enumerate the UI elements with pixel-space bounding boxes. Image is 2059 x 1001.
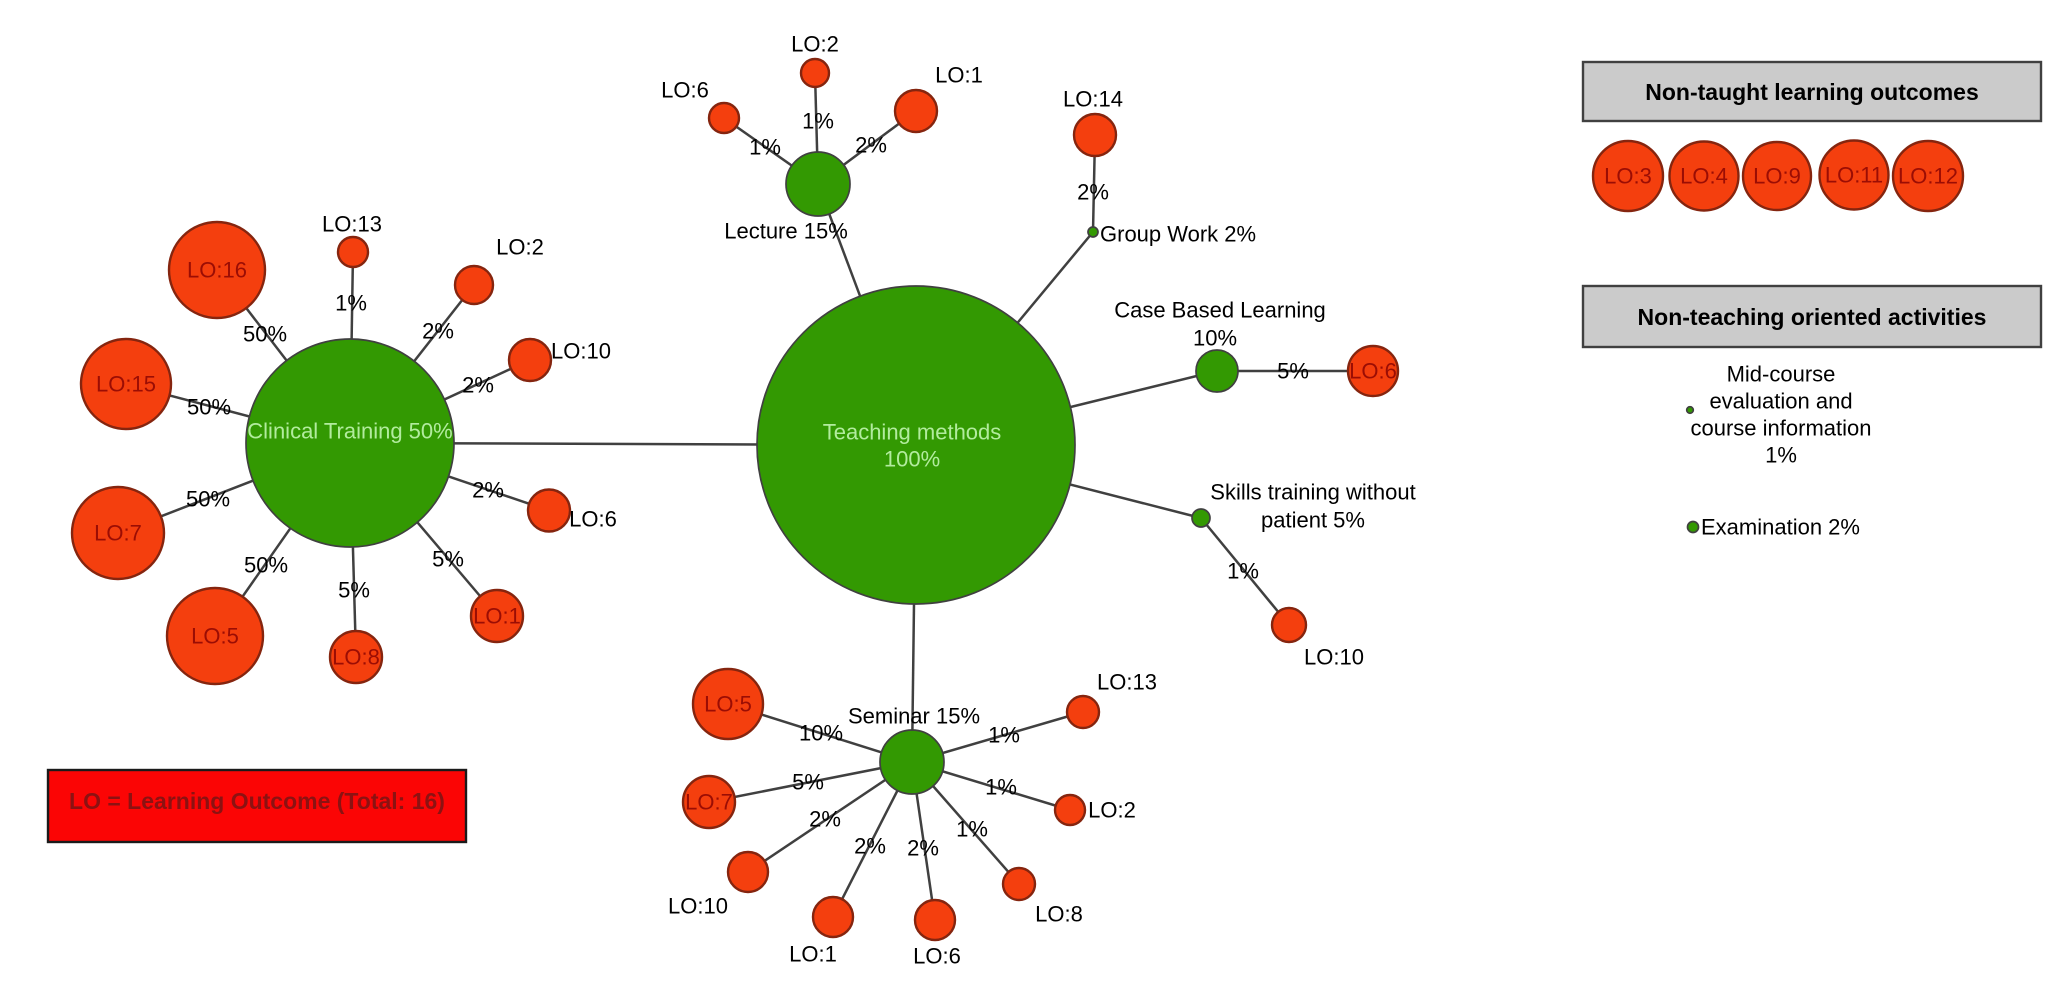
svg-text:LO:7: LO:7 [94,521,142,546]
svg-text:LO:10: LO:10 [1304,645,1364,670]
svg-text:LO:8: LO:8 [1035,902,1083,927]
svg-text:LO:6: LO:6 [661,78,709,103]
svg-text:50%: 50% [186,487,230,512]
svg-text:Lecture 15%: Lecture 15% [724,219,848,244]
svg-text:1%: 1% [335,291,367,316]
svg-text:LO:15: LO:15 [96,372,156,397]
svg-text:LO:7: LO:7 [685,790,733,815]
svg-text:5%: 5% [338,578,370,603]
svg-text:LO:13: LO:13 [1097,670,1157,695]
svg-text:Teaching methods: Teaching methods [823,420,1002,445]
svg-text:patient 5%: patient 5% [1261,508,1365,533]
svg-text:LO:4: LO:4 [1680,164,1728,189]
svg-text:LO:6: LO:6 [1349,359,1397,384]
svg-text:2%: 2% [1077,180,1109,205]
svg-text:1%: 1% [802,109,834,134]
svg-text:10%: 10% [799,721,843,746]
svg-text:Non-taught learning outcomes: Non-taught learning outcomes [1645,79,1979,105]
svg-text:LO = Learning Outcome (Total:: LO = Learning Outcome (Total: 16) [69,788,445,814]
svg-text:50%: 50% [187,395,231,420]
svg-text:50%: 50% [243,322,287,347]
svg-text:2%: 2% [854,834,886,859]
svg-text:LO:5: LO:5 [191,624,239,649]
svg-text:LO:16: LO:16 [187,258,247,283]
svg-text:1%: 1% [985,775,1017,800]
svg-text:Non-teaching oriented activiti: Non-teaching oriented activities [1638,304,1987,330]
svg-text:50%: 50% [244,553,288,578]
svg-text:LO:6: LO:6 [569,507,617,532]
svg-text:LO:13: LO:13 [322,212,382,237]
svg-text:LO:5: LO:5 [704,692,752,717]
svg-text:Clinical Training 50%: Clinical Training 50% [247,419,452,444]
svg-text:1%: 1% [956,817,988,842]
svg-text:2%: 2% [809,807,841,832]
svg-text:LO:1: LO:1 [935,63,983,88]
svg-text:LO:1: LO:1 [473,604,521,629]
svg-text:5%: 5% [432,547,464,572]
svg-text:5%: 5% [792,770,824,795]
svg-text:2%: 2% [855,133,887,158]
svg-text:1%: 1% [749,135,781,160]
svg-text:1%: 1% [1765,443,1797,468]
svg-text:2%: 2% [422,319,454,344]
svg-text:LO:9: LO:9 [1753,164,1801,189]
svg-text:LO:12: LO:12 [1898,164,1958,189]
svg-text:LO:8: LO:8 [332,645,380,670]
svg-text:LO:1: LO:1 [789,942,837,967]
svg-text:LO:3: LO:3 [1604,164,1652,189]
svg-text:5%: 5% [1277,359,1309,384]
svg-text:1%: 1% [988,723,1020,748]
svg-text:LO:6: LO:6 [913,944,961,969]
svg-text:2%: 2% [907,836,939,861]
svg-text:2%: 2% [472,478,504,503]
svg-text:Mid-course: Mid-course [1727,362,1836,387]
svg-text:100%: 100% [884,447,940,472]
svg-text:Examination 2%: Examination 2% [1701,515,1860,540]
svg-text:LO:10: LO:10 [551,339,611,364]
svg-text:1%: 1% [1227,559,1259,584]
svg-text:Skills training without: Skills training without [1210,480,1415,505]
svg-text:LO:10: LO:10 [668,894,728,919]
svg-text:2%: 2% [462,373,494,398]
svg-text:LO:2: LO:2 [496,235,544,260]
svg-text:Seminar 15%: Seminar 15% [848,704,980,729]
svg-text:LO:14: LO:14 [1063,87,1123,112]
svg-text:LO:11: LO:11 [1825,163,1883,188]
svg-text:course information: course information [1691,416,1872,441]
svg-text:evaluation and: evaluation and [1709,389,1852,414]
svg-text:LO:2: LO:2 [1088,798,1136,823]
svg-text:Group Work 2%: Group Work 2% [1100,222,1256,247]
svg-text:Case Based Learning: Case Based Learning [1114,298,1326,323]
svg-text:10%: 10% [1193,326,1237,351]
svg-text:LO:2: LO:2 [791,32,839,57]
